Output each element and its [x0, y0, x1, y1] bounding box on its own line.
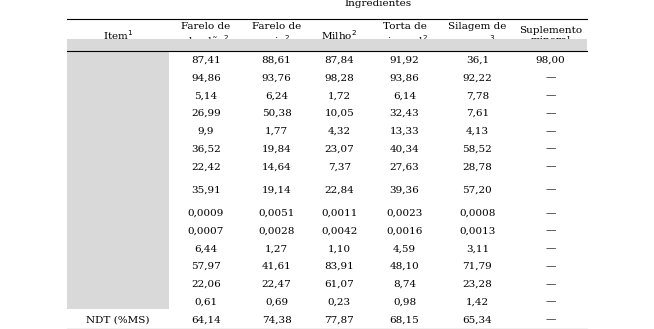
Text: Ingredientes: Ingredientes	[345, 0, 412, 9]
